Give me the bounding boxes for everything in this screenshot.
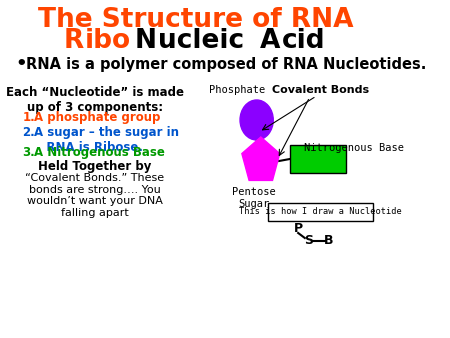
Text: 3.: 3.	[22, 146, 35, 159]
Text: Nitrogenous Base: Nitrogenous Base	[304, 143, 404, 153]
Text: Held Together by: Held Together by	[38, 160, 151, 173]
Text: 1.: 1.	[22, 111, 35, 124]
Circle shape	[240, 100, 273, 140]
Text: S: S	[304, 235, 313, 247]
Text: 2.: 2.	[22, 126, 35, 139]
Text: Phosphate: Phosphate	[209, 85, 266, 95]
Text: ibo: ibo	[85, 28, 131, 54]
Text: R: R	[63, 28, 84, 54]
Text: Each “Nucleotide” is made
up of 3 components:: Each “Nucleotide” is made up of 3 compon…	[6, 86, 184, 114]
Text: Pentose
Sugar: Pentose Sugar	[232, 187, 276, 209]
Polygon shape	[242, 137, 280, 180]
Text: P: P	[293, 221, 303, 235]
Bar	[290, 145, 346, 173]
Text: Covalent Bonds: Covalent Bonds	[272, 85, 369, 95]
Text: A sugar – the sugar in
   RNA is Ribose.: A sugar – the sugar in RNA is Ribose.	[34, 126, 179, 154]
Text: A Nitrogenous Base: A Nitrogenous Base	[34, 146, 165, 159]
Text: •: •	[16, 55, 27, 73]
Text: B: B	[324, 235, 333, 247]
Text: cid: cid	[282, 28, 325, 54]
Text: RNA is a polymer composed of RNA Nucleotides.: RNA is a polymer composed of RNA Nucleot…	[26, 56, 426, 72]
Text: “Covalent Bonds.” These
bonds are strong…. You
wouldn’t want your DNA
falling ap: “Covalent Bonds.” These bonds are strong…	[25, 173, 164, 218]
Text: A phosphate group: A phosphate group	[34, 111, 161, 124]
Text: The Structure of RNA: The Structure of RNA	[38, 7, 354, 33]
Text: ucleic: ucleic	[158, 28, 253, 54]
FancyBboxPatch shape	[268, 203, 373, 221]
Text: N: N	[135, 28, 157, 54]
Text: This is how I draw a Nucleotide: This is how I draw a Nucleotide	[239, 208, 402, 217]
Text: A: A	[260, 28, 280, 54]
